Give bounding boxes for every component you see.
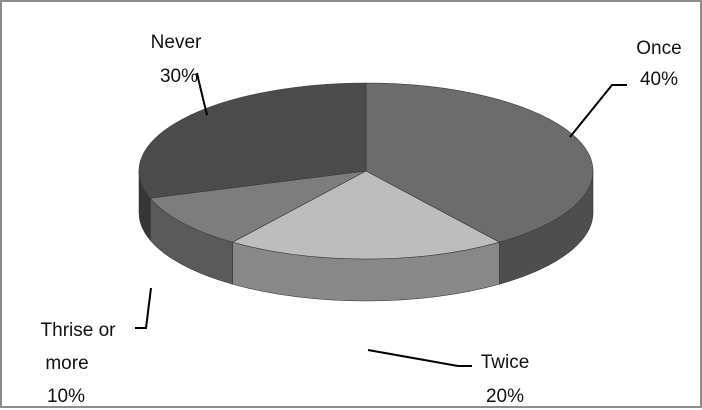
leader-line-once — [569, 84, 627, 138]
leader-line-thrise — [135, 287, 152, 329]
slice-value-twice: 20% — [486, 386, 524, 407]
slice-label-once: Once — [636, 38, 681, 59]
slice-label-thrise: Thrise or — [41, 320, 117, 341]
pie-slice-once — [365, 82, 594, 243]
pie-labels: Once 40% Never 30% Twice 20% Thrise or m… — [41, 32, 682, 407]
slice-label-twice: Twice — [481, 352, 530, 373]
slice-label-thrise-more: more — [45, 353, 88, 374]
slice-value-thrise: 10% — [47, 386, 85, 407]
pie-slice-never — [138, 82, 367, 199]
pie-slice-twice — [231, 170, 501, 260]
leader-line-never — [196, 72, 208, 116]
slice-value-never: 30% — [160, 66, 198, 87]
pie-3d — [138, 82, 594, 302]
slice-label-never: Never — [151, 32, 202, 53]
pie-slice-thrise-or-more — [149, 170, 367, 243]
slice-value-once: 40% — [640, 69, 678, 90]
leader-line-twice — [367, 349, 472, 367]
